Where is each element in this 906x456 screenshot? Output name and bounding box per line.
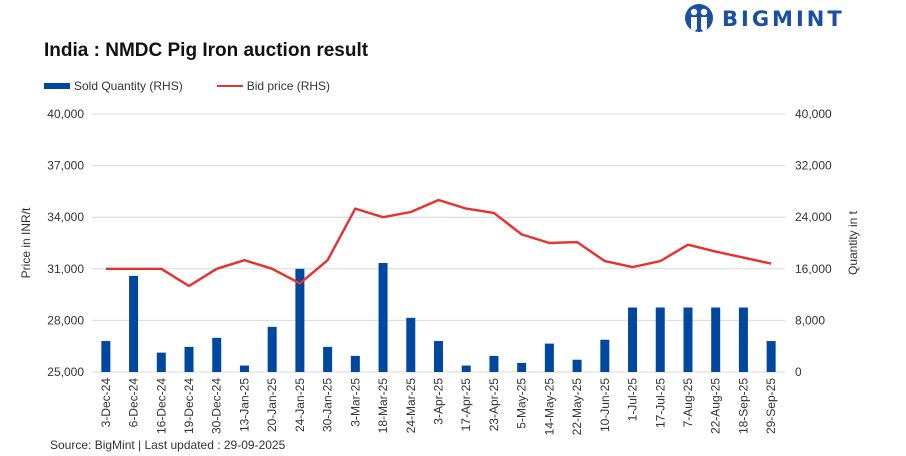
x-tick-label: 17-Jul-25: [653, 378, 667, 428]
bar-sold-quantity: [129, 275, 139, 372]
bigmint-logo-icon: [685, 4, 713, 32]
x-tick-label: 16-Dec-24: [154, 378, 168, 434]
y-tick-label: 40,000: [47, 107, 84, 121]
x-tick-label: 3-Mar-25: [348, 378, 362, 427]
bar-sold-quantity: [572, 359, 582, 372]
bar-sold-quantity: [489, 355, 499, 372]
bar-sold-quantity: [655, 307, 665, 372]
line-series: [105, 198, 772, 288]
y-axis-label: Price in INR/t: [19, 207, 33, 278]
bar-sold-quantity: [378, 262, 388, 372]
x-tick-label: 3-Apr-25: [432, 378, 446, 425]
gridlines: [92, 113, 785, 373]
y-tick-label: 25,000: [47, 365, 84, 379]
y2-tick-label: 24,000: [795, 210, 832, 224]
legend-item-bid-price: Bid price (RHS): [216, 79, 331, 93]
x-tick-label: 18-Mar-25: [376, 378, 390, 434]
bar-sold-quantity: [101, 341, 111, 372]
brand-logo: BIGMINT: [684, 2, 845, 36]
bar-sold-quantity: [184, 346, 194, 372]
x-tick-label: 23-Apr-25: [487, 378, 501, 432]
x-tick-label: 10-Jun-25: [598, 378, 612, 432]
bar-sold-quantity: [683, 307, 693, 372]
bar-sold-quantity: [323, 346, 333, 372]
x-tick-label: 13-Jan-25: [237, 378, 251, 432]
bar-sold-quantity: [350, 355, 360, 372]
brand-name: BIGMINT: [722, 7, 845, 31]
x-tick-label: 3-Dec-24: [99, 378, 113, 428]
bar-sold-quantity: [738, 307, 748, 372]
x-tick-label: 19-Dec-24: [182, 378, 196, 434]
line-bid-price: [105, 198, 772, 288]
bar-sold-quantity: [239, 365, 249, 372]
bar-sold-quantity: [628, 307, 638, 372]
x-tick-label: 22-Aug-25: [709, 378, 723, 434]
x-tick-label: 24-Jan-25: [293, 378, 307, 432]
x-tick-label: 20-Jan-25: [265, 378, 279, 432]
bar-sold-quantity: [295, 268, 305, 372]
chart-title: India : NMDC Pig Iron auction result: [44, 40, 369, 61]
x-tick-label: 7-Aug-25: [681, 378, 695, 428]
x-tick-label: 22-May-25: [570, 378, 584, 436]
x-tick-label: 29-Sep-25: [764, 378, 778, 434]
legend-item-sold-quantity: Sold Quantity (RHS): [44, 79, 183, 93]
x-tick-label: 17-Apr-25: [459, 378, 473, 432]
legend-swatch-line: [216, 85, 243, 87]
bar-sold-quantity: [517, 362, 527, 372]
y-axis-right-ticks: 0 8,000 16,000 24,000 32,000 40,000: [795, 107, 832, 379]
bar-series: [101, 262, 776, 372]
bar-sold-quantity: [711, 307, 721, 372]
y2-tick-label: 16,000: [795, 262, 832, 276]
x-tick-label: 24-Mar-25: [404, 378, 418, 434]
bar-sold-quantity: [766, 341, 776, 372]
source-note: Source: BigMint | Last updated : 29-09-2…: [50, 438, 286, 452]
bar-sold-quantity: [544, 343, 554, 372]
x-tick-label: 5-May-25: [515, 378, 529, 429]
y2-tick-label: 40,000: [795, 107, 832, 121]
x-tick-label: 1-Jul-25: [626, 378, 640, 422]
bar-sold-quantity: [434, 341, 443, 372]
x-tick-label: 18-Sep-25: [736, 378, 750, 434]
y-tick-label: 34,000: [47, 210, 84, 224]
y-tick-label: 31,000: [47, 262, 84, 276]
bar-sold-quantity: [156, 352, 166, 372]
y-axis-left-ticks: 25,000 28,000 31,000 34,000 37,000 40,000: [47, 107, 84, 379]
bar-sold-quantity: [267, 326, 277, 372]
legend-swatch-bar: [44, 83, 70, 89]
x-axis-ticks: 3-Dec-24 6-Dec-24 16-Dec-24 19-Dec-24 30-Dec…: [99, 378, 778, 436]
x-tick-label: 14-May-25: [542, 378, 556, 436]
y2-tick-label: 32,000: [795, 159, 832, 173]
y-tick-label: 37,000: [47, 159, 84, 173]
bar-sold-quantity: [406, 317, 416, 372]
y-tick-label: 28,000: [47, 313, 84, 327]
legend-label: Bid price (RHS): [246, 79, 331, 93]
y2-tick-label: 0: [795, 365, 802, 379]
x-tick-label: 30-Dec-24: [210, 378, 224, 434]
bar-sold-quantity: [600, 339, 610, 372]
bar-sold-quantity: [212, 337, 222, 372]
x-tick-label: 30-Jan-25: [321, 378, 335, 432]
bar-sold-quantity: [461, 365, 471, 372]
chart-legend: Sold Quantity (RHS) Bid price (RHS): [44, 79, 364, 93]
y2-tick-label: 8,000: [795, 313, 825, 327]
legend-label: Sold Quantity (RHS): [74, 79, 183, 93]
y2-axis-label: Quantity in t: [846, 210, 860, 275]
x-tick-label: 6-Dec-24: [127, 378, 141, 428]
